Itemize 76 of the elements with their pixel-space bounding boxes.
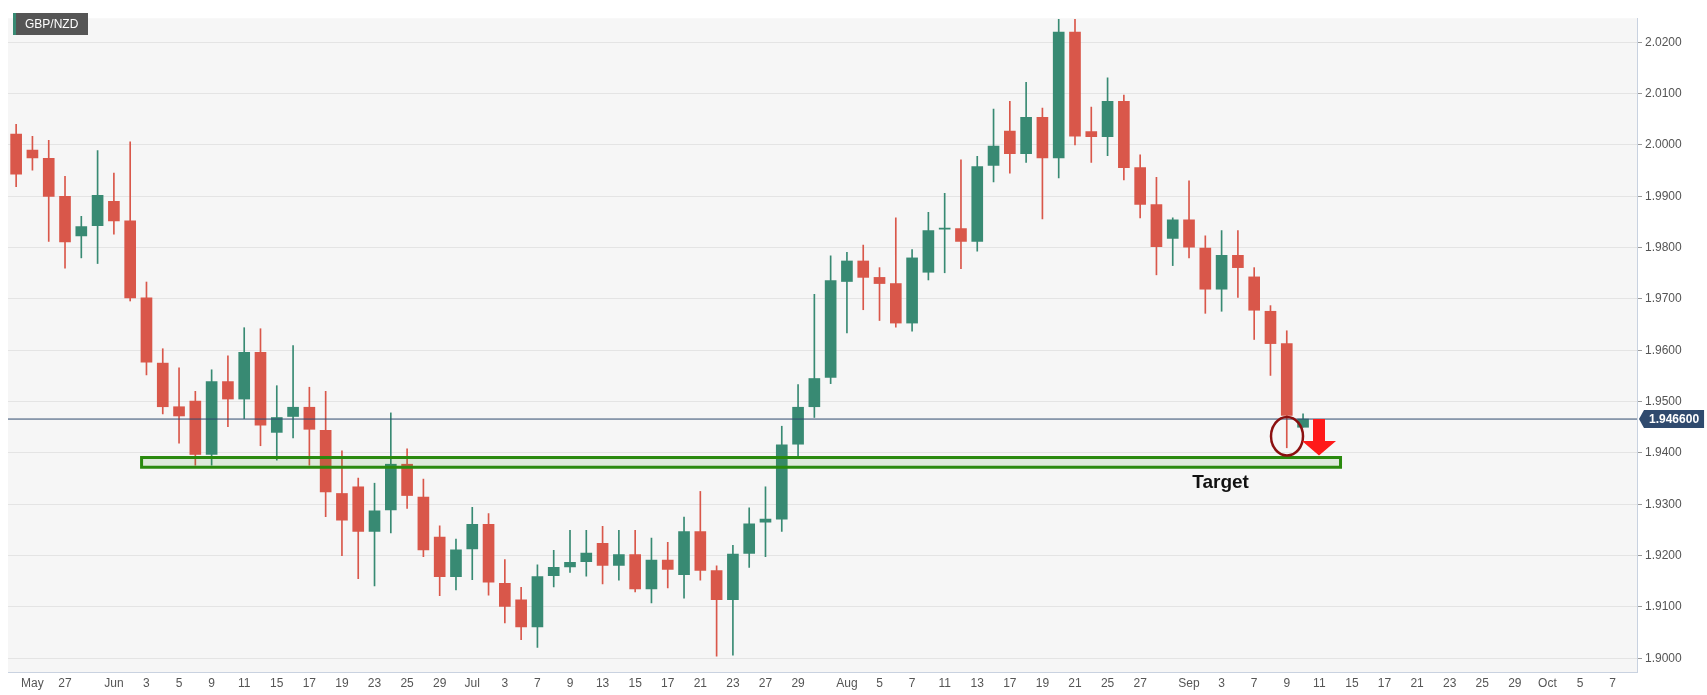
- x-tick-label: 21: [693, 676, 708, 691]
- x-tick-label: 21: [1068, 676, 1082, 691]
- y-tick-label: 2.0100: [1645, 85, 1683, 100]
- x-tick-label: 25: [400, 676, 415, 691]
- x-tick-label: 5: [175, 676, 183, 691]
- y-tick-label: 1.9700: [1645, 291, 1683, 306]
- x-tick-label: 23: [726, 676, 740, 691]
- x-tick-label: 17: [1377, 676, 1392, 691]
- x-tick-label: 27: [758, 676, 773, 691]
- candlestick: [1085, 106, 1098, 163]
- y-tick-label: 1.9900: [1645, 188, 1683, 203]
- candlestick: [955, 159, 967, 269]
- x-tick-label: 23: [1442, 676, 1457, 691]
- x-tick-label: 7: [1250, 676, 1258, 691]
- y-tick-label: 1.9300: [1645, 496, 1683, 511]
- x-tick-label: 3: [501, 676, 509, 691]
- x-tick-label: May: [21, 676, 44, 691]
- candlestick: [547, 550, 560, 588]
- x-tick-label: 3: [1218, 676, 1226, 691]
- x-tick-label: 27: [1133, 676, 1148, 691]
- y-tick-label: 1.9200: [1645, 547, 1683, 562]
- candlestick: [270, 385, 283, 461]
- chart-title: GBP/NZD: [13, 13, 89, 35]
- x-tick-label: 9: [1283, 676, 1291, 691]
- x-tick-label: 23: [367, 676, 382, 691]
- y-tick-label: 1.9000: [1645, 650, 1683, 665]
- x-tick-label: 11: [237, 676, 251, 691]
- candlestick: [287, 345, 299, 439]
- x-tick-label: 3: [143, 676, 151, 691]
- x-tick-label: 9: [208, 676, 216, 691]
- candlestick: [173, 367, 185, 444]
- x-tick-label: 17: [1003, 676, 1017, 691]
- y-tick-label: 2.0000: [1645, 137, 1683, 152]
- x-tick-label: 29: [791, 676, 806, 691]
- x-tick-label: 11: [1313, 676, 1326, 691]
- candlestick: [75, 215, 88, 259]
- x-tick-label: 13: [595, 676, 610, 691]
- x-tick-label: 29: [1508, 676, 1522, 691]
- band-label: Target: [1192, 471, 1250, 493]
- x-tick-label: 27: [58, 676, 73, 691]
- x-tick-label: 9: [566, 676, 574, 691]
- x-tick-label: 11: [938, 676, 952, 691]
- x-tick-label: 19: [335, 676, 349, 691]
- candlestick: [564, 530, 576, 573]
- x-tick-label: 5: [1576, 676, 1584, 691]
- x-tick-label: 5: [876, 676, 884, 691]
- candlestick: [613, 530, 625, 581]
- x-tick-label: 25: [1100, 676, 1115, 691]
- y-tick-label: 1.9600: [1645, 342, 1683, 357]
- x-tick-label: 13: [970, 676, 985, 691]
- x-tick-label: 25: [1475, 676, 1490, 691]
- y-tick-label: 1.9800: [1645, 239, 1683, 254]
- candlestick: [1232, 230, 1244, 298]
- x-tick-label: 17: [302, 676, 317, 691]
- x-tick-label: Jul: [464, 676, 480, 691]
- x-tick-label: 7: [1609, 676, 1617, 691]
- x-tick-label: Aug: [836, 676, 858, 691]
- candlestick: [661, 541, 674, 589]
- x-tick-label: Sep: [1178, 676, 1201, 691]
- y-tick-label: 1.9100: [1645, 599, 1683, 614]
- y-tick-label: 1.9400: [1645, 445, 1683, 460]
- x-tick-label: 7: [534, 676, 542, 691]
- x-tick-label: 7: [908, 676, 916, 691]
- y-tick-label: 2.0200: [1645, 34, 1683, 49]
- x-tick-label: 29: [433, 676, 447, 691]
- x-tick-label: Jun: [104, 676, 124, 691]
- x-tick-label: 17: [661, 676, 675, 691]
- x-tick-label: 21: [1410, 676, 1425, 691]
- candlestick: [580, 530, 593, 577]
- x-tick-label: 19: [1035, 676, 1050, 691]
- x-tick-label: 15: [1345, 676, 1359, 691]
- y-tick-label: 1.9500: [1645, 393, 1683, 408]
- x-tick-label: 15: [270, 676, 284, 691]
- x-tick-label: Oct: [1538, 676, 1558, 691]
- ref-line-label: 1.946600: [1649, 412, 1700, 427]
- x-tick-label: 15: [628, 676, 643, 691]
